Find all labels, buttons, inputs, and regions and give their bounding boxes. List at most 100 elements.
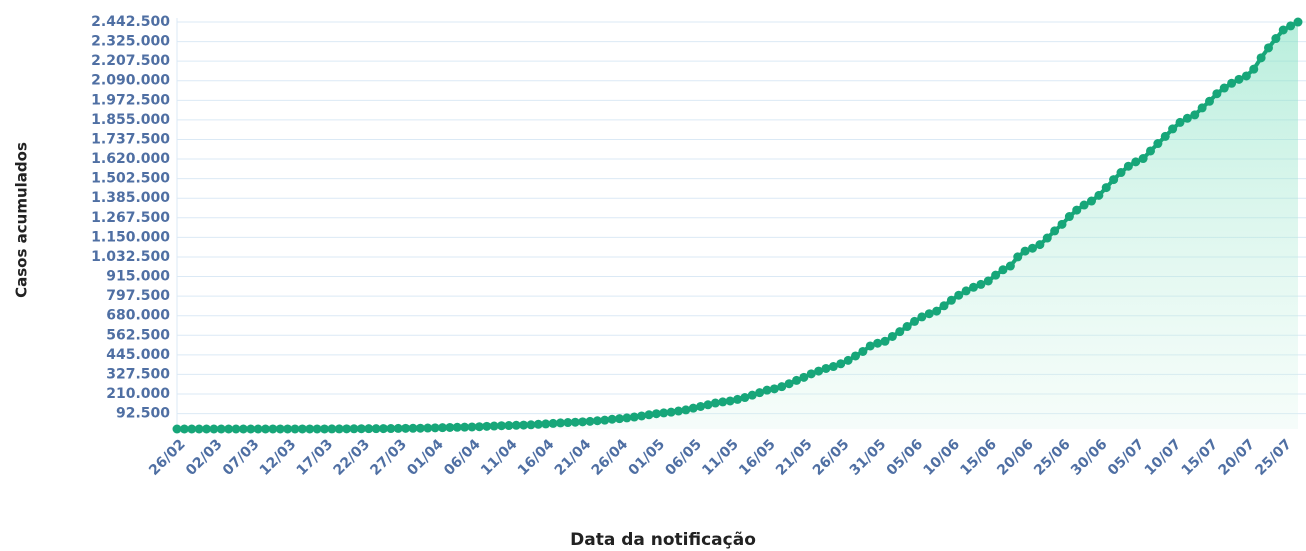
x-tick-label: 06/04 [441, 436, 484, 479]
x-tick-label: 22/03 [331, 436, 373, 478]
point [1249, 64, 1259, 74]
point [629, 412, 639, 422]
y-tick-label: 1.737.500 [91, 131, 170, 147]
point [187, 424, 197, 434]
point [651, 409, 661, 419]
point [1050, 226, 1060, 236]
point [784, 379, 794, 389]
y-tick-label: 2.325.000 [91, 34, 170, 50]
point [526, 420, 536, 430]
point [637, 411, 647, 421]
point [430, 423, 440, 433]
point [887, 331, 897, 341]
y-tick-label: 327.500 [106, 366, 170, 382]
point [1094, 190, 1104, 200]
point [231, 424, 241, 434]
point [386, 424, 396, 434]
y-tick-label: 797.500 [106, 288, 170, 304]
x-tick-label: 20/07 [1216, 436, 1258, 478]
y-tick-label: 1.385.000 [91, 190, 170, 206]
point [747, 390, 757, 400]
point [592, 416, 602, 426]
point [895, 327, 905, 337]
point [600, 415, 610, 425]
point [1131, 157, 1141, 167]
point [607, 414, 617, 424]
x-tick-label: 20/06 [994, 436, 1036, 478]
y-tick-label: 2.442.500 [91, 14, 170, 30]
point [674, 406, 683, 416]
point [261, 424, 270, 434]
point [283, 424, 293, 434]
point [1234, 74, 1244, 84]
y-axis-title: Casos acumulados [13, 142, 31, 298]
point [202, 424, 211, 434]
point [644, 410, 654, 420]
x-tick-label: 27/03 [367, 436, 409, 478]
point [880, 336, 890, 346]
point [1256, 53, 1266, 63]
point [467, 422, 477, 432]
point [740, 393, 750, 403]
point [445, 422, 455, 432]
point [246, 424, 256, 434]
x-tick-label: 26/02 [146, 436, 188, 478]
point [1227, 78, 1237, 88]
x-tick-label: 07/03 [220, 436, 262, 478]
point [519, 420, 529, 430]
point [364, 424, 374, 434]
point [511, 420, 521, 430]
y-tick-label: 1.032.500 [91, 249, 170, 265]
x-tick-label: 05/07 [1105, 436, 1147, 478]
x-tick-label: 30/06 [1068, 436, 1110, 478]
point [806, 369, 816, 379]
x-tick-label: 21/04 [552, 436, 595, 479]
point [268, 424, 278, 434]
x-tick-label: 17/03 [294, 436, 336, 478]
point [902, 322, 912, 332]
x-tick-label: 05/06 [884, 436, 926, 478]
x-tick-label: 06/05 [662, 436, 704, 478]
point [1079, 200, 1089, 210]
point [541, 419, 551, 429]
y-tick-label: 1.620.000 [91, 151, 170, 167]
point [792, 375, 801, 385]
y-tick-label: 445.000 [106, 347, 170, 363]
point [1138, 154, 1148, 164]
point [1146, 146, 1155, 156]
point [991, 270, 1001, 280]
point [828, 362, 838, 372]
point [1212, 89, 1222, 99]
point [327, 424, 337, 434]
point [423, 423, 433, 433]
point [843, 355, 853, 365]
point [836, 359, 846, 369]
point [858, 346, 868, 356]
point [1190, 110, 1200, 120]
x-tick-label: 15/06 [957, 436, 999, 478]
point [452, 422, 462, 432]
point [1153, 139, 1163, 149]
point [1278, 25, 1288, 35]
point [533, 419, 543, 429]
point [969, 282, 978, 292]
x-tick-label: 02/03 [183, 436, 225, 478]
point [1123, 161, 1133, 171]
point [1205, 96, 1214, 106]
point [563, 418, 573, 428]
point [1109, 175, 1119, 185]
point [179, 424, 189, 434]
point [799, 372, 809, 382]
x-tick-label: 15/07 [1179, 436, 1221, 478]
point [1219, 83, 1229, 93]
point [954, 290, 964, 300]
point [932, 306, 942, 316]
point [946, 295, 956, 305]
point [998, 265, 1008, 275]
x-tick-label: 26/05 [810, 436, 852, 478]
point [666, 407, 676, 417]
point [497, 421, 506, 431]
x-tick-label: 01/04 [404, 436, 447, 479]
x-tick-label: 25/07 [1252, 436, 1294, 478]
